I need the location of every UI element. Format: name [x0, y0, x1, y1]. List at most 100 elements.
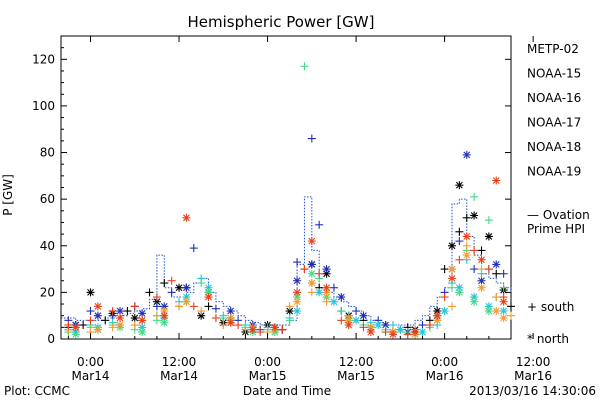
noaa-18-south-point	[108, 323, 117, 332]
noaa-15-south-point	[418, 321, 427, 330]
noaa-17-north-point	[160, 318, 169, 327]
noaa-18-south-point	[492, 293, 501, 302]
noaa-18-south-point	[130, 321, 139, 330]
metp-02-north-point	[175, 283, 184, 292]
x-tick-date-label: Mar16	[514, 369, 552, 383]
noaa-19-north-point	[307, 237, 316, 246]
noaa-18-north-point	[499, 314, 508, 323]
noaa-16-north-point	[396, 325, 405, 334]
noaa-16-north-point	[293, 307, 302, 316]
noaa-17-north-point	[484, 307, 493, 316]
noaa-19-south-point	[440, 293, 449, 302]
legend-entry-noaa-19: NOAA-19	[527, 165, 581, 179]
noaa-19-north-point	[411, 328, 420, 337]
x-tick-date-label: Mar15	[337, 369, 375, 383]
noaa-17-north-point	[470, 297, 479, 306]
metp-02-south-point	[477, 246, 486, 255]
noaa-19-north-point	[462, 232, 471, 241]
noaa-19-north-point	[492, 176, 501, 185]
noaa-19-north-point	[388, 330, 397, 339]
metp-02-north-point	[455, 181, 464, 190]
noaa-15-south-point	[86, 307, 95, 316]
noaa-16-north-point	[499, 307, 508, 316]
noaa-16-south-point	[388, 321, 397, 330]
noaa-19-south-point	[455, 255, 464, 264]
north-marker-legend: * north	[527, 332, 569, 346]
noaa-19-south-point	[470, 246, 479, 255]
noaa-15-south-point	[455, 237, 464, 246]
noaa-17-south-point	[197, 279, 206, 288]
x-tick-date-label: Mar14	[72, 369, 110, 383]
x-tick-time-label: 12:00	[516, 355, 551, 369]
plot-frame	[60, 35, 512, 340]
noaa-15-south-point	[315, 220, 324, 229]
noaa-19-north-point	[71, 323, 80, 332]
noaa-19-north-point	[322, 283, 331, 292]
noaa-15-south-point	[167, 288, 176, 297]
noaa-19-south-point	[211, 314, 220, 323]
noaa-15-south-point	[211, 304, 220, 313]
noaa-18-north-point	[462, 251, 471, 260]
y-tick-label: 20	[40, 285, 55, 299]
x-tick-time-label: 0:00	[77, 355, 104, 369]
x-tick-time-label: 12:00	[339, 355, 374, 369]
footer-timestamp: 2013/03/16 14:30:06	[469, 384, 596, 398]
noaa-19-north-point	[477, 255, 486, 264]
noaa-19-north-point	[138, 316, 147, 325]
noaa-17-north-point	[138, 328, 147, 337]
noaa-15-north-point	[226, 307, 235, 316]
noaa-18-south-point	[152, 311, 161, 320]
metp-02-north-point	[470, 211, 479, 220]
noaa-15-south-point	[152, 302, 161, 311]
axis-layer: 0204060801001200:00Mar1412:00Mar140:00Ma…	[32, 35, 552, 383]
noaa-19-north-point	[293, 288, 302, 297]
noaa-16-north-point	[440, 307, 449, 316]
noaa-19-north-point	[160, 311, 169, 320]
metp-02-north-point	[484, 232, 493, 241]
noaa-18-south-point	[307, 288, 316, 297]
metp-02-north-point	[447, 241, 456, 250]
noaa-17-south-point	[219, 314, 228, 323]
noaa-19-south-point	[167, 276, 176, 285]
noaa-19-south-point	[256, 328, 265, 337]
noaa-15-north-point	[462, 150, 471, 159]
noaa-19-north-point	[366, 328, 375, 337]
noaa-17-south-point	[337, 307, 346, 316]
noaa-15-south-point	[352, 307, 361, 316]
metp-02-south-point	[462, 213, 471, 222]
noaa-18-south-point	[241, 325, 250, 334]
legend-entry-noaa-16: NOAA-16	[527, 91, 581, 105]
y-tick-label: 80	[40, 146, 55, 160]
noaa-18-south-point	[447, 302, 456, 311]
noaa-19-north-point	[447, 274, 456, 283]
noaa-19-south-point	[108, 307, 117, 316]
legend-entry-noaa-17: NOAA-17	[527, 116, 581, 130]
chart-title: Hemispheric Power [GW]	[188, 13, 375, 31]
noaa-18-south-point	[175, 302, 184, 311]
noaa-18-south-point	[462, 241, 471, 250]
noaa-18-north-point	[182, 297, 191, 306]
south-marker-legend: + south	[527, 300, 574, 314]
noaa-18-south-point	[477, 265, 486, 274]
metp-02-south-point	[440, 265, 449, 274]
noaa-19-south-point	[403, 330, 412, 339]
noaa-15-south-point	[307, 134, 316, 143]
noaa-17-north-point	[71, 330, 80, 339]
noaa-19-north-point	[499, 297, 508, 306]
noaa-16-north-point	[315, 288, 324, 297]
noaa-19-south-point	[130, 302, 139, 311]
noaa-18-north-point	[477, 283, 486, 292]
noaa-17-south-point	[447, 283, 456, 292]
noaa-17-south-point	[499, 283, 508, 292]
y-axis-label: P [GW]	[1, 174, 15, 216]
noaa-15-south-point	[499, 269, 508, 278]
x-tick-time-label: 0:00	[431, 355, 458, 369]
noaa-19-south-point	[86, 316, 95, 325]
ovation-legend-label-line1: — Ovation	[527, 208, 590, 222]
noaa-15-north-point	[182, 283, 191, 292]
noaa-19-south-point	[189, 302, 198, 311]
noaa-19-north-point	[344, 321, 353, 330]
noaa-19-south-point	[234, 321, 243, 330]
noaa-15-south-point	[293, 258, 302, 267]
